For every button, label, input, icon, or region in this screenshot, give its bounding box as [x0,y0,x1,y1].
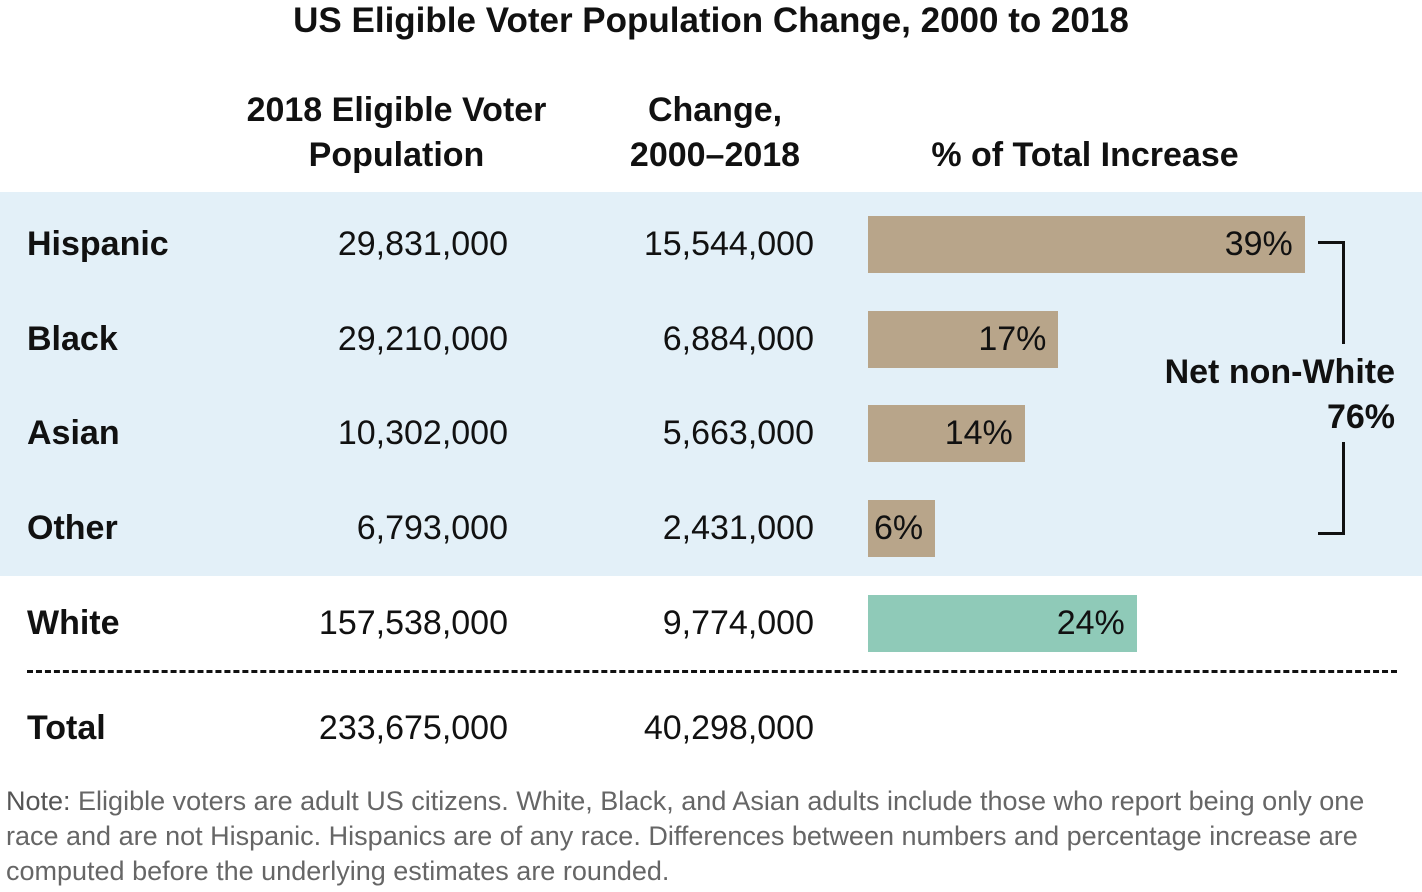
row-population: 157,538,000 [318,604,508,642]
chart-title: US Eligible Voter Population Change, 200… [293,1,1129,40]
row-population: 29,831,000 [337,225,508,263]
row-change: 2,431,000 [662,509,814,547]
row-population: 10,302,000 [337,414,508,452]
total-change: 40,298,000 [643,709,814,747]
bar-asian: 14% [868,405,1025,462]
header-population: 2018 Eligible Voter Population [220,88,573,178]
row-change: 9,774,000 [662,604,814,642]
row-population: 6,793,000 [356,509,508,547]
bar-white: 24% [868,595,1137,652]
bar-value-label: 39% [1224,225,1293,263]
row-label: Asian [27,414,120,452]
row-change: 6,884,000 [662,320,814,358]
bar-value-label: 14% [944,414,1013,452]
header-change-line2: 2000–2018 [629,136,801,174]
row-label: Hispanic [27,225,169,263]
net-non-white-annotation: Net non-White 76% [1165,350,1395,440]
annotation-value: 76% [1326,398,1395,436]
header-population-line1: 2018 Eligible Voter [246,91,547,129]
bar-value-label: 6% [874,509,924,547]
bar-hispanic: 39% [868,216,1305,273]
footnote: Note: Eligible voters are adult US citiz… [6,784,1422,889]
annotation-label: Net non-White [1164,353,1395,391]
header-percent: % of Total Increase [931,136,1239,174]
bar-black: 17% [868,311,1059,368]
bar-value-label: 17% [978,320,1047,358]
header-population-line2: Population [308,136,485,174]
row-population: 29,210,000 [337,320,508,358]
total-population: 233,675,000 [318,709,508,747]
total-label: Total [27,709,106,747]
row-label: White [27,604,120,642]
bar-other: 6% [868,500,936,557]
bar-value-label: 24% [1056,604,1125,642]
bracket-top [1318,241,1345,344]
header-change-line1: Change, [647,91,783,129]
row-label: Black [27,320,118,358]
bracket-bottom [1318,442,1345,535]
note-prefix: Note: [6,786,71,816]
note-text: Eligible voters are adult US citizens. W… [6,786,1365,886]
row-change: 15,544,000 [643,225,814,263]
header-change: Change, 2000–2018 [590,88,840,178]
row-change: 5,663,000 [662,414,814,452]
row-label: Other [27,509,118,547]
total-divider [27,670,1397,673]
